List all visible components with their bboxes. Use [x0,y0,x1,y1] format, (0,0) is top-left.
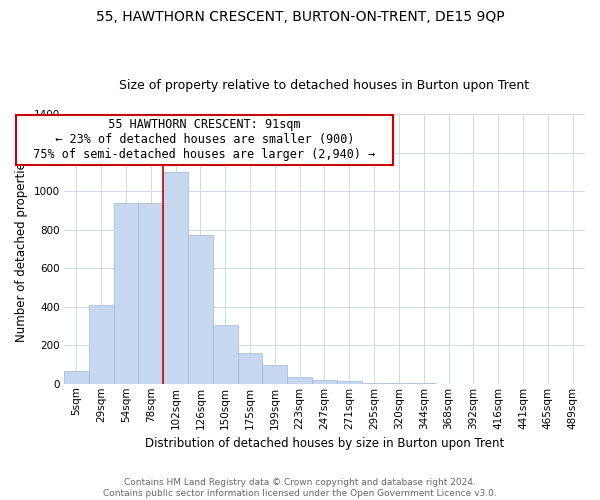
X-axis label: Distribution of detached houses by size in Burton upon Trent: Distribution of detached houses by size … [145,437,504,450]
Bar [113,202,139,384]
Bar [262,366,287,384]
Bar [362,383,386,384]
Bar [139,202,163,384]
Text: Contains HM Land Registry data © Crown copyright and database right 2024.
Contai: Contains HM Land Registry data © Crown c… [103,478,497,498]
Bar [89,305,113,384]
Text: 55 HAWTHORN CRESCENT: 91sqm  
  ← 23% of detached houses are smaller (900)  
  7: 55 HAWTHORN CRESCENT: 91sqm ← 23% of det… [19,118,390,161]
Bar [213,325,238,384]
Text: 55, HAWTHORN CRESCENT, BURTON-ON-TRENT, DE15 9QP: 55, HAWTHORN CRESCENT, BURTON-ON-TRENT, … [95,10,505,24]
Bar [188,236,213,384]
Bar [312,380,337,384]
Bar [386,383,412,384]
Bar [238,353,262,384]
Title: Size of property relative to detached houses in Burton upon Trent: Size of property relative to detached ho… [119,79,530,92]
Y-axis label: Number of detached properties: Number of detached properties [15,156,28,342]
Bar [337,381,362,384]
Bar [64,371,89,384]
Bar [163,172,188,384]
Bar [287,377,312,384]
